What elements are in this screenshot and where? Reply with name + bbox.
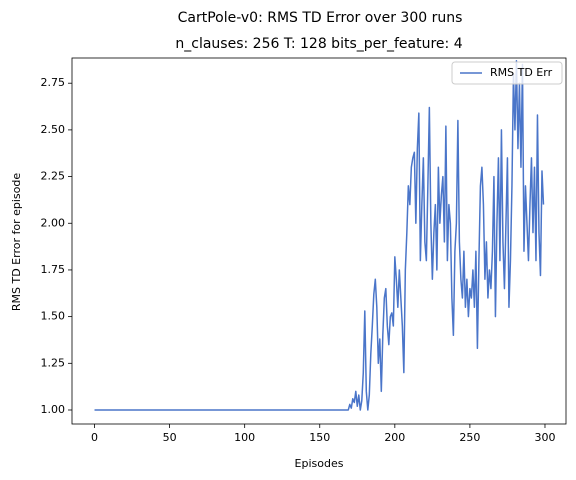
x-tick-label: 200 — [384, 431, 405, 444]
y-tick-label: 2.25 — [41, 170, 66, 183]
x-tick-label: 100 — [234, 431, 255, 444]
x-tick-label: 150 — [309, 431, 330, 444]
y-tick-label: 1.25 — [41, 356, 66, 369]
data-line — [94, 60, 545, 411]
x-tick-label: 250 — [459, 431, 480, 444]
y-tick-label: 2.50 — [41, 123, 66, 136]
plot-area — [71, 57, 567, 425]
y-axis-label: RMS TD Error for episode — [10, 173, 23, 311]
y-tick-label: 1.00 — [41, 403, 66, 416]
legend-box — [451, 61, 563, 85]
x-axis-label: Episodes — [295, 457, 344, 470]
y-tick-label: 2.00 — [41, 216, 66, 229]
chart-title: CartPole-v0: RMS TD Error over 300 runs — [178, 10, 463, 26]
y-tick-label: 1.50 — [41, 310, 66, 323]
chart-subtitle: n_clauses: 256 T: 128 bits_per_feature: … — [175, 36, 462, 52]
y-tick-label: 1.75 — [41, 263, 66, 276]
y-tick-label: 2.75 — [41, 76, 66, 89]
x-tick-label: 50 — [163, 431, 177, 444]
x-tick-label: 0 — [91, 431, 98, 444]
legend-label: RMS TD Err — [490, 66, 553, 79]
x-tick-label: 300 — [534, 431, 555, 444]
